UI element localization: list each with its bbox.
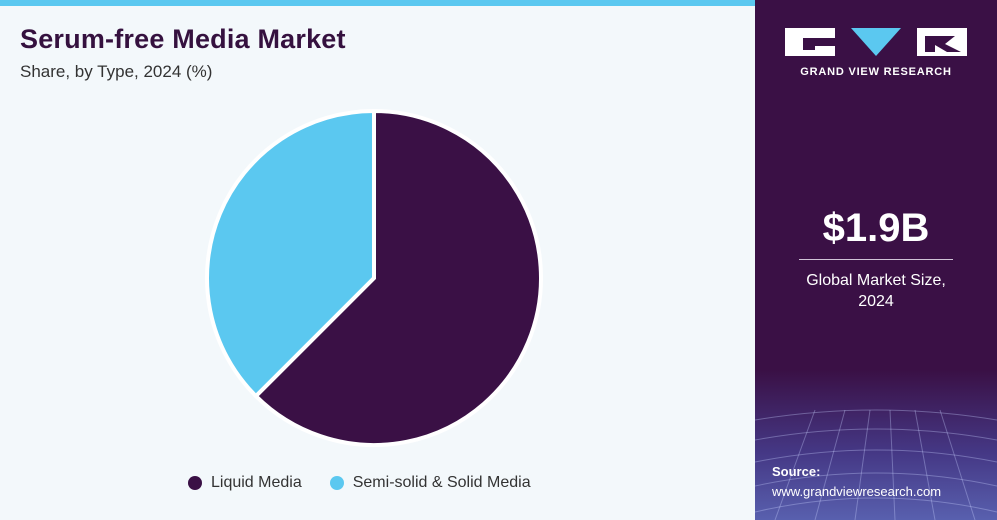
legend-swatch-semi-solid-media (329, 476, 344, 490)
legend-label-liquid-media: Liquid Media (211, 474, 302, 491)
market-size-divider (799, 259, 953, 260)
accent-strip (0, 0, 755, 6)
source-link[interactable]: www.grandviewresearch.com (772, 484, 942, 499)
legend-item-liquid-media: Liquid Media (188, 474, 302, 492)
legend-swatch-liquid-media (188, 476, 202, 490)
brand-name: GRAND VIEW RESEARCH (800, 66, 952, 78)
market-size-caption-line1: Global Market Size, (806, 272, 946, 289)
legend-label-semi-solid-media: Semi-solid & Solid Media (352, 474, 531, 491)
pie-chart (205, 108, 543, 447)
chart-subtitle: Share, by Type, 2024 (%) (20, 62, 213, 81)
pie-slice-liquid-media (253, 108, 543, 447)
market-size-caption-line2: 2024 (858, 293, 894, 310)
summary-sidebar: GRAND VIEW RESEARCH $1.9B Global Market … (755, 0, 997, 520)
source-label: Source: (772, 464, 821, 479)
pie-slice-semi-solid-solid-media (205, 108, 376, 399)
chart-legend: Liquid Media Semi-solid & Solid Media (188, 472, 559, 494)
legend-item-semi-solid-media: Semi-solid & Solid Media (329, 474, 531, 492)
chart-title: Serum-free Media Market (20, 24, 346, 54)
market-size-caption: Global Market Size, 2024 (755, 270, 997, 312)
perspective-grid-graphic (755, 409, 997, 520)
market-size-value: $1.9B (822, 206, 930, 250)
grand-view-research-logo (785, 28, 967, 56)
grid-background (755, 370, 997, 520)
chart-panel: Serum-free Media Market Share, by Type, … (0, 0, 755, 520)
